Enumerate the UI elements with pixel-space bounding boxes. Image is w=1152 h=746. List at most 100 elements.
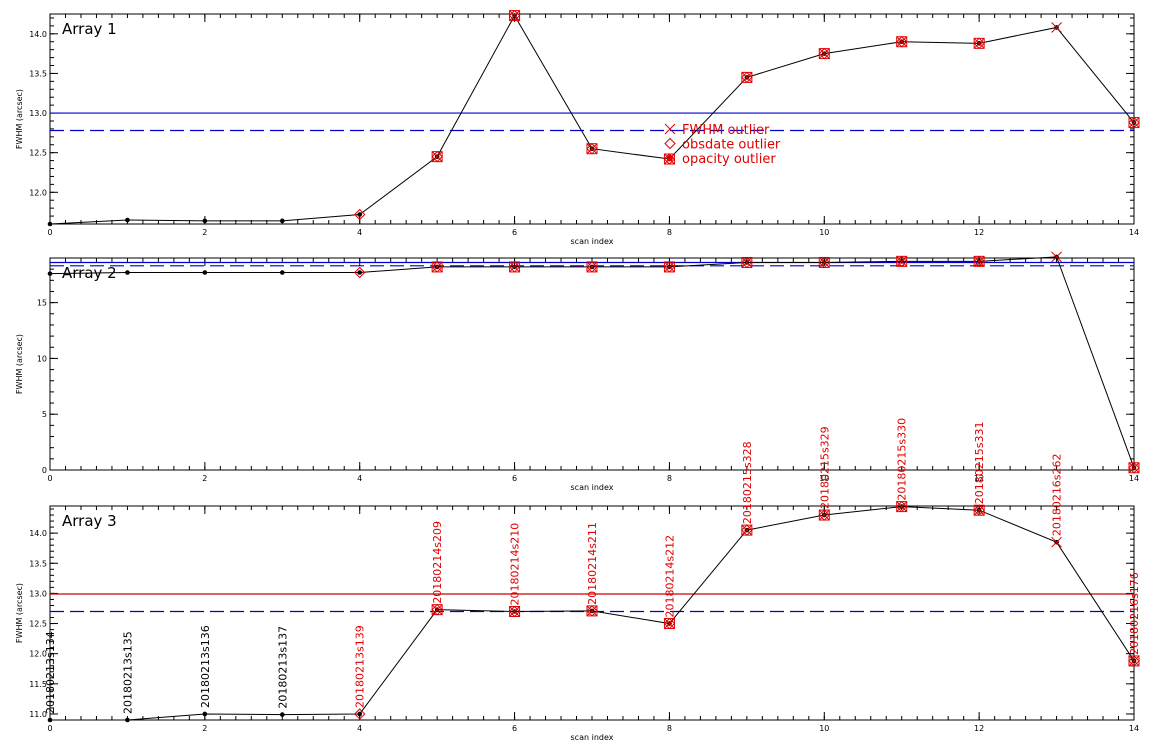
x-tick-label: 8 xyxy=(667,474,672,483)
x-tick-label: 4 xyxy=(357,724,362,733)
y-tick-label: 5 xyxy=(42,410,47,419)
y-tick-label: 0 xyxy=(42,466,47,475)
obsdate-outlier-marker xyxy=(741,524,753,536)
fwhm-outlier-marker xyxy=(741,524,753,536)
data-point xyxy=(279,270,285,275)
data-point xyxy=(202,270,208,275)
fwhm-outlier-marker xyxy=(896,36,908,48)
x-tick-label: 0 xyxy=(47,228,52,237)
x-tick-label: 6 xyxy=(512,724,517,733)
obsdate-outlier-marker xyxy=(354,708,366,720)
scan-id-label: 20180213s135 xyxy=(121,631,134,714)
data-point xyxy=(357,711,363,717)
y-tick-label: 14.0 xyxy=(29,30,47,39)
fwhm-outlier-marker xyxy=(1128,462,1140,474)
data-point xyxy=(357,212,363,217)
obsdate-outlier-marker xyxy=(973,504,985,516)
y-tick-label: 10 xyxy=(37,354,47,363)
x-tick-label: 10 xyxy=(819,474,829,483)
legend-obsdate-symbol xyxy=(664,137,676,150)
obsdate-outlier-marker xyxy=(973,255,985,268)
scan-id-label: 20180213s139 xyxy=(354,625,367,708)
panel-3: 0 2 4 6 8 10 12 14 11.0 11.5 12.0 12.5 13.0 13.5 14.0 s… xyxy=(15,418,1141,742)
scan-id-label: 20180214s211 xyxy=(586,522,599,605)
fwhm-outlier-marker xyxy=(586,261,598,273)
data-point xyxy=(279,218,285,224)
fwhm-outlier-marker xyxy=(509,606,520,617)
scan-id-label: 20180213s137 xyxy=(276,626,289,709)
obsdate-outlier-marker xyxy=(431,603,443,616)
legend-opacity-label: opacity outlier xyxy=(682,152,776,167)
obsdate-outlier-marker xyxy=(1128,116,1140,129)
data-point xyxy=(125,217,130,223)
obsdate-outlier-marker xyxy=(896,255,908,268)
fwhm-outlier-marker xyxy=(896,501,908,512)
y-axis-title: FWHM (arcsec) xyxy=(15,334,24,394)
obsdate-outlier-marker xyxy=(508,261,521,273)
fwhm-outlier-marker xyxy=(818,257,830,268)
fwhm-outlier-marker xyxy=(896,255,908,267)
y-axis-title: FWHM (arcsec) xyxy=(15,89,24,149)
fwhm-outlier-marker xyxy=(741,72,753,83)
panel-1: 0 2 4 6 8 10 12 14 12.0 12.5 13.0 13.5 14.0 scan inde… xyxy=(15,9,1140,246)
fwhm-outlier-marker xyxy=(664,261,675,273)
x-tick-label: 2 xyxy=(202,724,207,733)
obsdate-outlier-marker xyxy=(586,605,598,617)
obsdate-outlier-marker xyxy=(818,47,830,60)
scan-id-label: 20180215s328 xyxy=(741,441,754,524)
scan-id-label: 20180216s176 xyxy=(1128,572,1141,655)
x-tick-label: 6 xyxy=(512,228,517,237)
legend-fwhm-symbol xyxy=(664,123,676,135)
panel-title: Array 2 xyxy=(62,264,117,282)
fwhm-outlier-marker xyxy=(1128,117,1140,128)
obsdate-outlier-marker xyxy=(973,37,985,50)
plot-frame xyxy=(49,13,1135,225)
series-line xyxy=(49,256,1135,468)
fwhm-outlier-marker xyxy=(973,255,985,267)
y-tick-label: 12.0 xyxy=(29,650,47,659)
y-tick-label: 14.0 xyxy=(29,529,47,538)
obsdate-outlier-marker xyxy=(508,9,521,22)
x-tick-label: 12 xyxy=(974,228,984,237)
y-tick-label: 13.5 xyxy=(29,69,47,78)
obsdate-outlier-marker xyxy=(818,509,830,521)
obsdate-outlier-marker xyxy=(586,143,598,155)
legend-fwhm-label: FWHM outlier xyxy=(682,123,770,138)
fwhm-outlier-marker xyxy=(1128,655,1140,667)
scan-id-label: 20180216s262 xyxy=(1051,453,1064,536)
x-axis-title: scan index xyxy=(571,237,614,246)
obsdate-outlier-marker xyxy=(741,256,753,269)
fwhm-outlier-marker xyxy=(664,618,675,629)
y-axis-title: FWHM (arcsec) xyxy=(15,583,24,643)
x-tick-label: 8 xyxy=(667,724,672,733)
obsdate-outlier-marker xyxy=(663,261,676,273)
fwhm-outlier-marker xyxy=(1051,536,1062,548)
panel-2: 0 2 4 6 8 10 12 14 0 5 10 15 scan index FWHM (arcsec)… xyxy=(15,251,1140,492)
obsdate-outlier-marker xyxy=(508,605,521,618)
series-line xyxy=(49,14,1135,225)
scan-id-label: 20180214s210 xyxy=(509,523,522,606)
obsdate-outlier-marker xyxy=(741,71,753,84)
x-tick-label: 14 xyxy=(1129,724,1139,733)
data-point xyxy=(202,711,208,717)
data-point xyxy=(125,270,130,275)
data-point xyxy=(202,218,208,224)
legend-obsdate-label: obsdate outlier xyxy=(682,138,781,153)
obsdate-outlier-marker xyxy=(896,36,908,48)
scan-id-label: 20180215s330 xyxy=(896,418,909,501)
scan-id-label: 20180215s331 xyxy=(973,422,986,505)
x-tick-label: 0 xyxy=(47,474,52,483)
fwhm-outlier-marker xyxy=(973,37,985,49)
x-tick-label: 10 xyxy=(819,228,829,237)
data-point xyxy=(357,270,363,275)
fwhm-outlier-marker xyxy=(741,257,753,268)
x-tick-label: 12 xyxy=(974,474,984,483)
y-tick-label: 12.5 xyxy=(29,620,47,629)
obsdate-outlier-marker xyxy=(431,261,443,273)
obsdate-outlier-marker xyxy=(896,500,908,513)
scan-id-label: 20180213s136 xyxy=(199,625,212,708)
x-tick-label: 12 xyxy=(974,724,984,733)
x-tick-label: 4 xyxy=(357,228,362,237)
x-tick-label: 6 xyxy=(512,474,517,483)
y-tick-label: 12.0 xyxy=(29,188,47,197)
